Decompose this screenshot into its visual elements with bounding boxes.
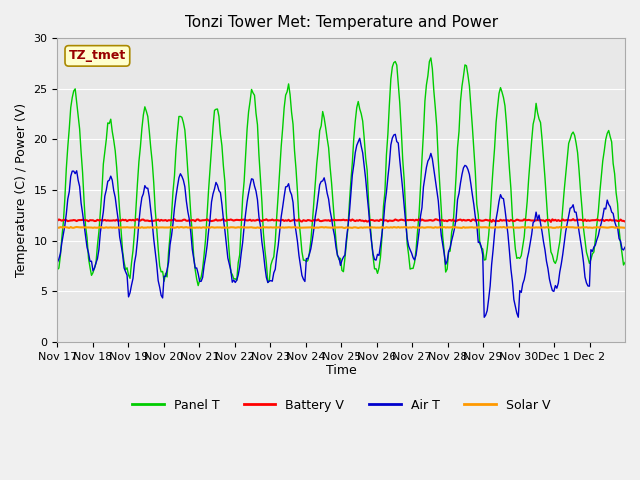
- Solar V: [346, 225, 353, 230]
- Battery V: [73, 218, 81, 224]
- Battery V: [54, 218, 61, 224]
- Battery V: [620, 218, 627, 224]
- Battery V: [621, 218, 629, 224]
- Battery V: [544, 217, 552, 223]
- Battery V: [220, 216, 227, 222]
- Solar V: [500, 224, 508, 230]
- Panel T: [54, 266, 61, 272]
- Air T: [346, 210, 353, 216]
- Solar V: [54, 225, 61, 230]
- Battery V: [91, 218, 99, 224]
- Air T: [73, 168, 81, 174]
- Air T: [620, 247, 627, 253]
- Line: Panel T: Panel T: [58, 58, 625, 286]
- Panel T: [91, 265, 99, 271]
- Air T: [91, 265, 99, 271]
- Solar V: [620, 225, 627, 230]
- Y-axis label: Temperature (C) / Power (V): Temperature (C) / Power (V): [15, 103, 28, 277]
- Air T: [481, 314, 488, 320]
- Panel T: [195, 283, 202, 288]
- Solar V: [355, 225, 362, 231]
- Solar V: [91, 225, 99, 230]
- Panel T: [461, 62, 468, 68]
- Air T: [460, 165, 467, 171]
- X-axis label: Time: Time: [326, 364, 356, 377]
- Battery V: [460, 217, 467, 223]
- Air T: [621, 244, 629, 250]
- Line: Battery V: Battery V: [58, 219, 625, 222]
- Panel T: [545, 234, 553, 240]
- Line: Air T: Air T: [58, 134, 625, 317]
- Solar V: [73, 224, 81, 230]
- Line: Solar V: Solar V: [58, 227, 625, 228]
- Panel T: [427, 55, 435, 61]
- Air T: [54, 260, 61, 265]
- Panel T: [620, 262, 627, 268]
- Panel T: [347, 179, 355, 184]
- Air T: [545, 276, 553, 282]
- Solar V: [545, 225, 553, 230]
- Panel T: [73, 99, 81, 105]
- Text: TZ_tmet: TZ_tmet: [68, 49, 126, 62]
- Title: Tonzi Tower Met: Temperature and Power: Tonzi Tower Met: Temperature and Power: [184, 15, 498, 30]
- Legend: Panel T, Battery V, Air T, Solar V: Panel T, Battery V, Air T, Solar V: [127, 394, 555, 417]
- Battery V: [347, 218, 355, 224]
- Battery V: [547, 219, 555, 225]
- Solar V: [621, 225, 629, 231]
- Air T: [392, 132, 399, 137]
- Panel T: [621, 260, 629, 265]
- Solar V: [460, 224, 467, 230]
